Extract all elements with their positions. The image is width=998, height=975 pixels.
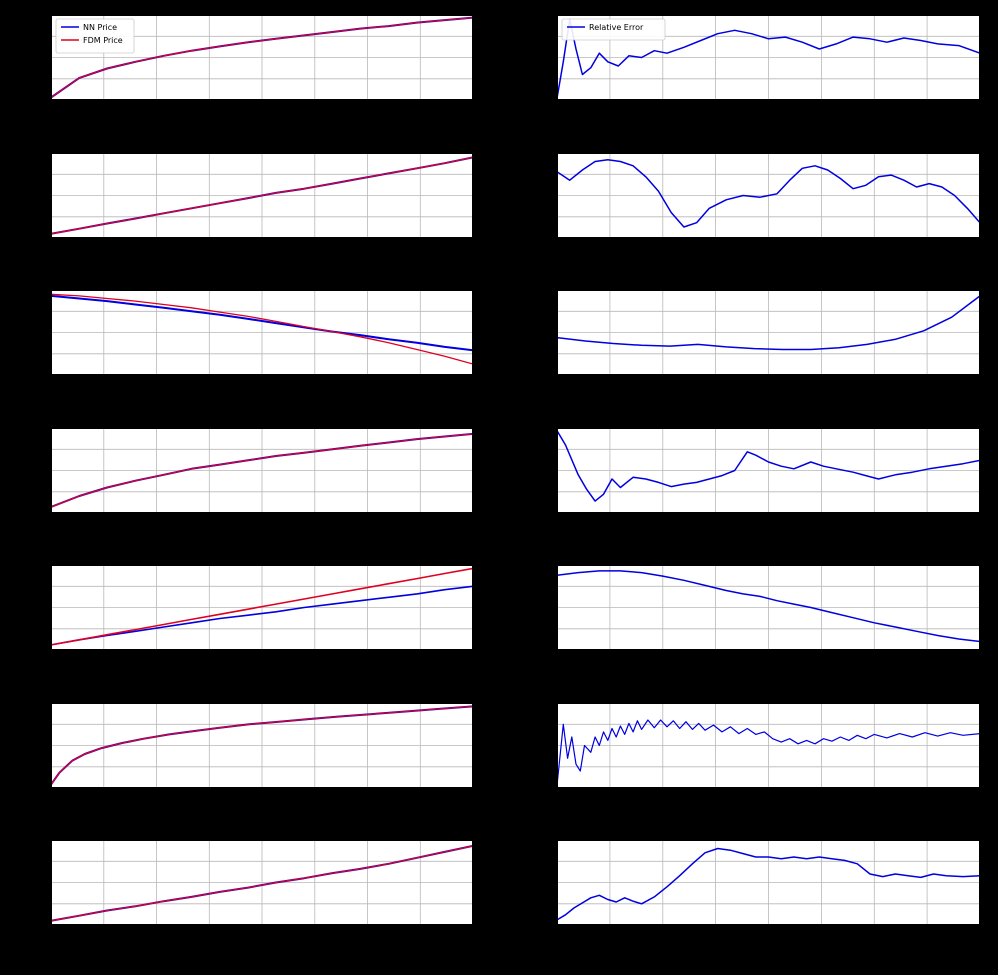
legend: NN Price FDM Price xyxy=(55,18,135,54)
grid-lines xyxy=(557,428,980,513)
series-line-nn-price xyxy=(51,585,473,646)
grid-lines xyxy=(557,703,980,788)
series-line-fdm-price xyxy=(51,293,473,365)
grid-lines xyxy=(51,290,473,375)
subplot-row5-error xyxy=(557,565,980,650)
grid-lines xyxy=(557,565,980,650)
legend-label: FDM Price xyxy=(83,36,123,45)
series-line-relative-error xyxy=(557,570,980,643)
series-line-fdm-price xyxy=(51,156,473,235)
series-line-fdm-price xyxy=(51,16,473,99)
series-line-relative-error xyxy=(557,719,980,787)
grid-lines xyxy=(557,840,980,925)
subplot-row6-error xyxy=(557,703,980,788)
series-line-relative-error xyxy=(557,295,980,351)
subplot-row5-price xyxy=(51,565,473,650)
grid-lines xyxy=(51,428,473,513)
subplot-row4-price xyxy=(51,428,473,513)
subplot-row3-error xyxy=(557,290,980,375)
subplot-row7-error xyxy=(557,840,980,925)
subplot-row6-price xyxy=(51,703,473,788)
subplot-row4-error xyxy=(557,428,980,513)
legend-label: Relative Error xyxy=(589,23,644,32)
series-line-fdm-price xyxy=(51,567,473,646)
subplot-row3-price xyxy=(51,290,473,375)
series-line-fdm-price xyxy=(51,433,473,508)
series-line-nn-price xyxy=(51,294,473,352)
legend: Relative Error xyxy=(561,18,666,41)
series-line-relative-error xyxy=(557,429,980,502)
legend-label: NN Price xyxy=(83,23,117,32)
grid-lines xyxy=(51,565,473,650)
series-line-fdm-price xyxy=(51,705,473,786)
grid-lines xyxy=(51,703,473,788)
series-line-fdm-price xyxy=(51,845,473,922)
grid-lines xyxy=(557,290,980,375)
subplot-row1-error: Relative Error xyxy=(557,15,980,100)
subplot-row2-error xyxy=(557,153,980,238)
series-line-relative-error xyxy=(557,18,980,100)
series-line-relative-error xyxy=(557,847,980,921)
subplot-row7-price xyxy=(51,840,473,925)
series-line-relative-error xyxy=(557,159,980,228)
subplot-row1-price: NN Price FDM Price xyxy=(51,15,473,100)
subplot-row2-price xyxy=(51,153,473,238)
